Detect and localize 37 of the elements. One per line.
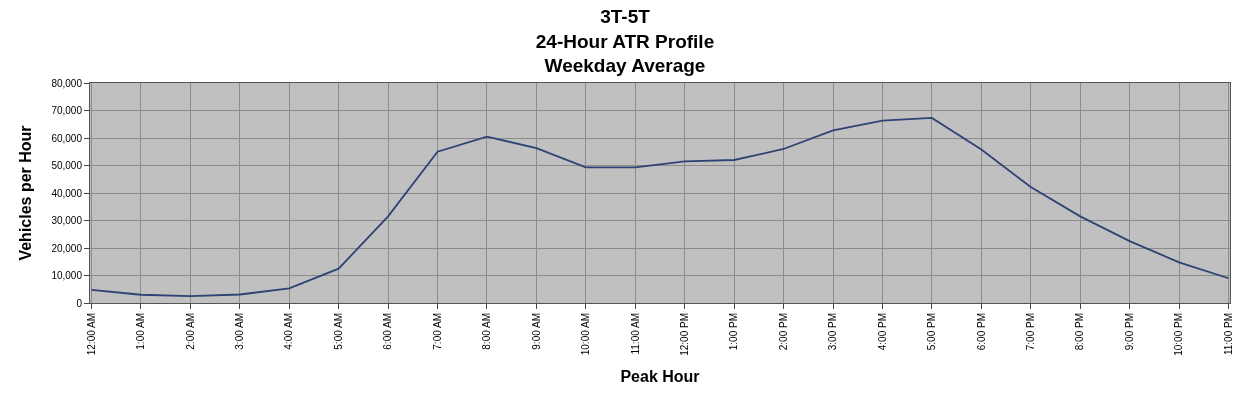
x-tick-label: 7:00 PM — [1025, 313, 1037, 351]
x-tick-label: 5:00 PM — [926, 313, 938, 351]
x-tick-label: 12:00 PM — [678, 313, 690, 356]
y-tick-label: 40,000 — [51, 187, 83, 199]
y-tick-label: 70,000 — [51, 105, 83, 116]
x-tick-label: 3:00 PM — [827, 313, 839, 351]
x-tick-label: 8:00 PM — [1074, 313, 1086, 351]
x-tick-label: 10:00 AM — [580, 313, 592, 356]
x-tick-label: 11:00 AM — [629, 313, 641, 355]
x-axis-title: Peak Hour — [620, 367, 700, 385]
y-tick-label: 20,000 — [51, 242, 83, 254]
x-tick-label: 5:00 AM — [332, 313, 344, 350]
x-tick-label: 1:00 PM — [728, 313, 740, 351]
x-tick-label: 1:00 AM — [135, 313, 147, 350]
y-tick-label: 0 — [76, 297, 83, 309]
x-tick-label: 4:00 AM — [283, 313, 295, 350]
y-tick-label: 60,000 — [51, 132, 83, 144]
x-tick-label: 3:00 AM — [234, 313, 246, 350]
y-tick-label: 10,000 — [51, 270, 83, 281]
chart-title: 3T-5T 24-Hour ATR Profile Weekday Average — [535, 5, 715, 77]
y-tick-label: 50,000 — [51, 160, 83, 171]
x-tick-label: 12:00 AM — [85, 313, 97, 356]
x-tick-label: 2:00 PM — [777, 313, 789, 351]
y-tick-label: 80,000 — [51, 77, 83, 89]
x-tick-label: 11:00 PM — [1222, 313, 1234, 356]
x-tick-label: 10:00 PM — [1173, 313, 1185, 356]
x-tick-label: 7:00 AM — [431, 313, 443, 350]
x-tick-label: 6:00 PM — [975, 313, 987, 351]
x-tick-label: 6:00 AM — [382, 313, 394, 350]
x-tick-label: 4:00 PM — [876, 313, 888, 351]
x-tick-label: 9:00 AM — [530, 313, 542, 350]
x-tick-label: 8:00 AM — [481, 313, 493, 350]
y-axis-title: Vehicles per Hour — [17, 125, 35, 261]
y-tick-label: 30,000 — [51, 215, 83, 226]
x-tick-label: 9:00 PM — [1123, 313, 1135, 351]
line-series — [90, 117, 1230, 298]
x-tick-label: 2:00 AM — [184, 313, 196, 350]
